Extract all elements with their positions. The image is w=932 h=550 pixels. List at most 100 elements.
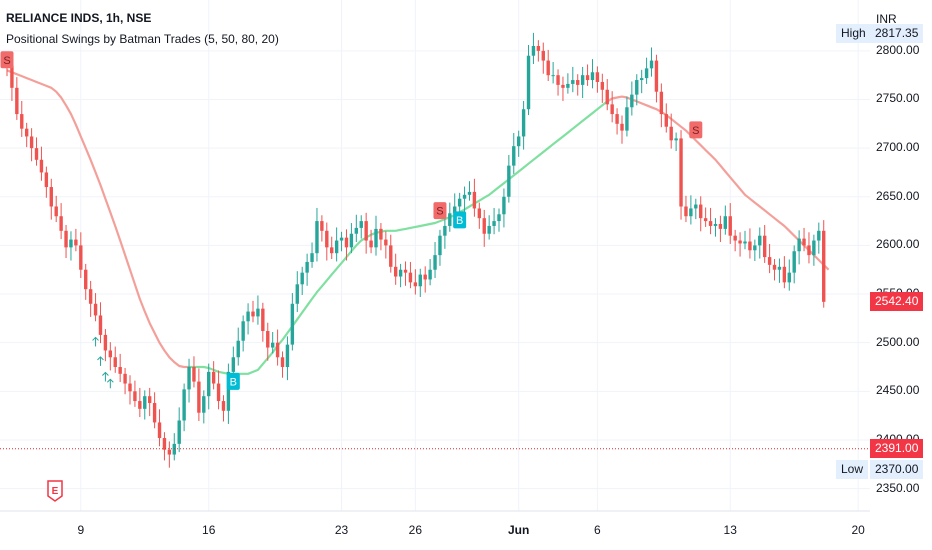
candles (5, 32, 826, 468)
signal-markers: S B S B S (0, 51, 703, 390)
candle (807, 232, 811, 264)
candle (261, 302, 265, 342)
signal-badge (453, 211, 467, 229)
candle-body (334, 240, 339, 254)
time-tick-label: 23 (334, 523, 349, 537)
candle-body (516, 136, 521, 147)
candle (625, 96, 629, 137)
candle-body (359, 221, 363, 228)
candle-body (266, 331, 270, 348)
candle (138, 387, 142, 418)
candle (39, 146, 44, 181)
candle-body (108, 350, 113, 358)
signal-label: B (230, 376, 237, 388)
candle (280, 351, 285, 378)
candle-body (113, 357, 117, 368)
candle-body (280, 357, 285, 368)
up-arrow-marker (92, 336, 99, 347)
candle (202, 390, 206, 424)
candle-body (433, 255, 437, 270)
candle (649, 47, 654, 77)
candle-body (787, 272, 791, 283)
candle-body (644, 68, 649, 79)
candle-body (192, 367, 196, 382)
candle-body (418, 274, 422, 287)
candle (723, 205, 728, 235)
candle-body (339, 237, 344, 241)
candle-body (546, 60, 550, 76)
signal-badge (689, 121, 703, 139)
ma-line (6, 69, 830, 375)
candle (777, 258, 782, 283)
candle (162, 432, 167, 461)
candle (654, 54, 659, 103)
candle (551, 62, 555, 84)
time-tick-label: 13 (723, 523, 737, 537)
candle-body (389, 245, 393, 267)
candle (143, 390, 147, 420)
candle-body (44, 172, 49, 188)
signal-label: S (436, 206, 443, 218)
candle-body (403, 269, 408, 273)
candle (133, 380, 137, 407)
candle-body (369, 240, 373, 248)
candle (526, 45, 531, 116)
candle (15, 77, 19, 120)
candle-body (344, 237, 349, 248)
candle-body (20, 114, 24, 129)
candle (384, 231, 388, 259)
candle-body (453, 206, 457, 214)
candle (98, 302, 103, 344)
price-tick-label: 2650.00 (876, 188, 920, 203)
candle-body (98, 315, 103, 335)
candle (758, 227, 762, 259)
candle-body (226, 371, 231, 411)
candle (54, 195, 58, 223)
candle (585, 64, 590, 86)
candle (256, 295, 260, 325)
candle (49, 178, 53, 220)
candle-body (275, 342, 280, 358)
sell-signal: S (433, 202, 447, 220)
candle-body (472, 191, 477, 209)
candle (772, 259, 777, 281)
candle-body (177, 420, 181, 444)
low-value: 2370.00 (870, 459, 924, 479)
candle-body (34, 148, 39, 160)
symbol-title[interactable]: RELIANCE INDS, 1h, NSE (6, 11, 152, 25)
candle (423, 266, 427, 293)
candle-body (24, 128, 29, 137)
candle-body (187, 367, 191, 390)
candle-body (610, 104, 614, 115)
candle (84, 263, 88, 300)
candle (620, 115, 624, 144)
candle (679, 130, 683, 220)
candle (531, 32, 536, 64)
candle-body (615, 114, 619, 124)
candle (334, 227, 339, 262)
candle (270, 331, 275, 354)
candle-body (782, 266, 787, 283)
candle-body (123, 373, 127, 384)
candle-body (728, 216, 732, 236)
candle (88, 280, 93, 317)
candle (571, 66, 575, 93)
candle (403, 261, 408, 286)
candle (762, 224, 767, 263)
candle (20, 100, 24, 137)
candle (802, 227, 806, 252)
earnings-flag-icon[interactable]: E (47, 480, 63, 502)
indicator-legend[interactable]: Positional Swings by Batman Trades (5, 5… (6, 32, 279, 46)
candle (767, 243, 772, 274)
candle-body (713, 224, 718, 226)
candle (512, 133, 516, 174)
candle-body (64, 230, 68, 248)
candle-body (561, 84, 565, 88)
candle-body (236, 340, 240, 358)
high-value: 2817.35 (870, 24, 924, 44)
candle-body (251, 311, 255, 317)
candle-body (438, 235, 442, 256)
candle (339, 231, 344, 252)
signal-label: S (3, 55, 10, 67)
